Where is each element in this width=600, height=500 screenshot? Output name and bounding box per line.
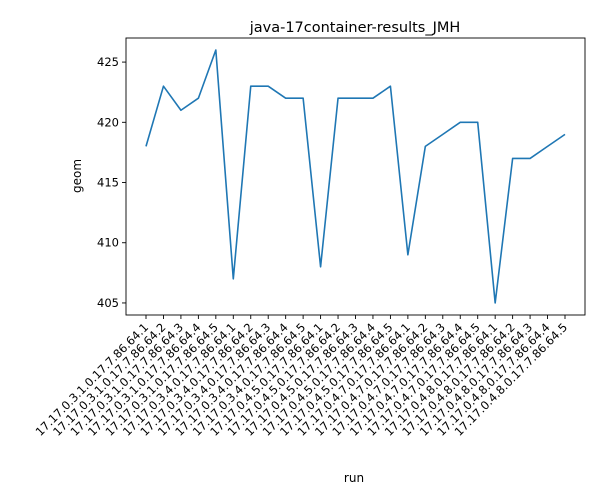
x-axis-label: run: [344, 471, 364, 485]
y-tick-label: 420: [97, 115, 119, 129]
y-tick-label: 415: [97, 176, 119, 190]
chart-title: java-17container-results_JMH: [249, 20, 461, 36]
y-tick-label: 410: [97, 236, 119, 250]
series-line: [145, 49, 566, 304]
plot-frame: [125, 37, 586, 316]
y-tick-label: 425: [97, 55, 119, 69]
y-axis: 405 410 415 420 425: [97, 55, 126, 310]
x-axis: 17.17.0.3.1.0.17.7.86.64.117.17.0.3.1.0.…: [33, 315, 570, 439]
y-axis-label: geom: [70, 159, 84, 193]
y-tick-label: 405: [97, 296, 119, 310]
